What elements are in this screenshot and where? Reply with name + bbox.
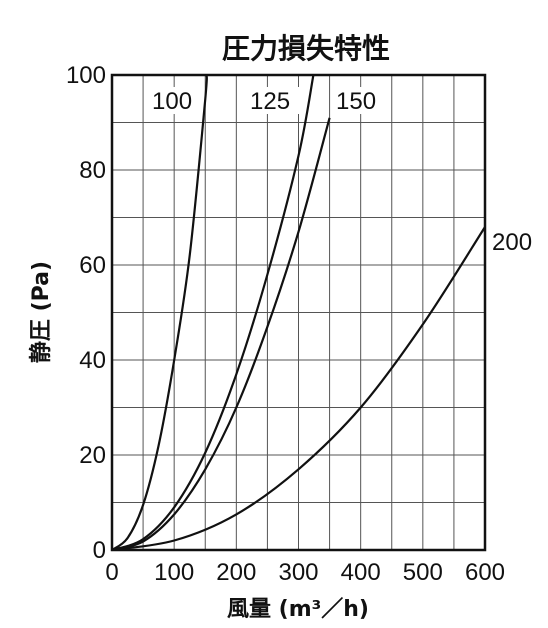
y-tick-label: 20 <box>79 442 106 469</box>
series-line-100 <box>111 74 208 551</box>
x-tick-label: 100 <box>154 559 194 586</box>
y-tick-label: 100 <box>66 62 106 89</box>
series-label-backdrop <box>334 87 386 114</box>
y-tick-labels: 0 20 40 60 80 100 <box>66 62 106 564</box>
x-tick-label: 400 <box>341 559 381 586</box>
series-curves <box>111 74 486 552</box>
x-tick-label: 500 <box>403 559 443 586</box>
series-labels: 100 125 150 200 <box>150 87 532 256</box>
y-tick-label: 0 <box>93 537 106 564</box>
series-label-backdrop <box>150 87 202 114</box>
series-line-150 <box>111 117 331 552</box>
series-label-125: 125 <box>250 88 290 115</box>
y-tick-label: 80 <box>79 157 106 184</box>
x-tick-label: 300 <box>278 559 318 586</box>
plot-frame <box>110 73 487 552</box>
x-tick-label: 200 <box>216 559 256 586</box>
x-tick-label: 0 <box>105 559 118 586</box>
x-tick-labels: 0 100 200 300 400 500 600 <box>105 559 505 586</box>
series-label-150: 150 <box>336 88 376 115</box>
y-tick-label: 40 <box>79 347 106 374</box>
x-tick-label: 600 <box>465 559 505 586</box>
y-tick-label: 60 <box>79 252 106 279</box>
series-label-200: 200 <box>492 229 532 256</box>
grid <box>112 75 485 550</box>
chart-title: 圧力損失特性 <box>222 32 390 65</box>
series-label-100: 100 <box>152 88 192 115</box>
series-line-125 <box>111 74 315 552</box>
x-axis-label: 風量 (m³／h) <box>227 597 369 622</box>
y-axis-label: 静圧 (Pa) <box>28 261 54 363</box>
series-label-backdrop <box>248 87 300 114</box>
series-line-200 <box>111 226 486 552</box>
